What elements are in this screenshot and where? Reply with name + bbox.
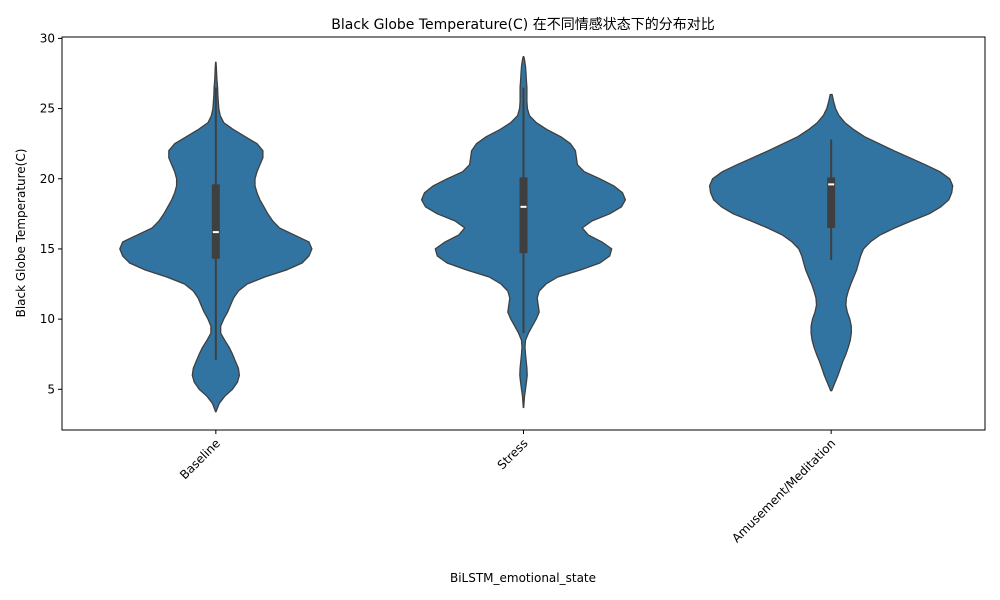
y-tick-label: 15: [40, 242, 55, 256]
iqr-box: [827, 177, 836, 228]
y-tick-label: 10: [40, 312, 55, 326]
x-tick-label: Baseline: [177, 436, 223, 482]
y-tick-label: 20: [40, 172, 55, 186]
x-axis-ticks: Baseline Stress Amusement/Meditation: [177, 430, 838, 545]
y-tick-label: 25: [40, 102, 55, 116]
y-tick-label: 30: [40, 31, 55, 45]
iqr-box: [211, 184, 220, 259]
iqr-box: [519, 177, 528, 254]
y-axis-ticks: 5 10 15 20 25 30: [40, 31, 62, 396]
x-tick-label: Amusement/Meditation: [729, 436, 838, 545]
x-axis-label: BiLSTM_emotional_state: [450, 571, 596, 585]
y-axis-label: Black Globe Temperature(C): [14, 149, 28, 318]
chart-title: Black Globe Temperature(C) 在不同情感状态下的分布对比: [331, 16, 714, 33]
x-tick-label: Stress: [495, 436, 531, 472]
y-tick-label: 5: [47, 382, 55, 396]
boxes-layer: [211, 87, 836, 360]
